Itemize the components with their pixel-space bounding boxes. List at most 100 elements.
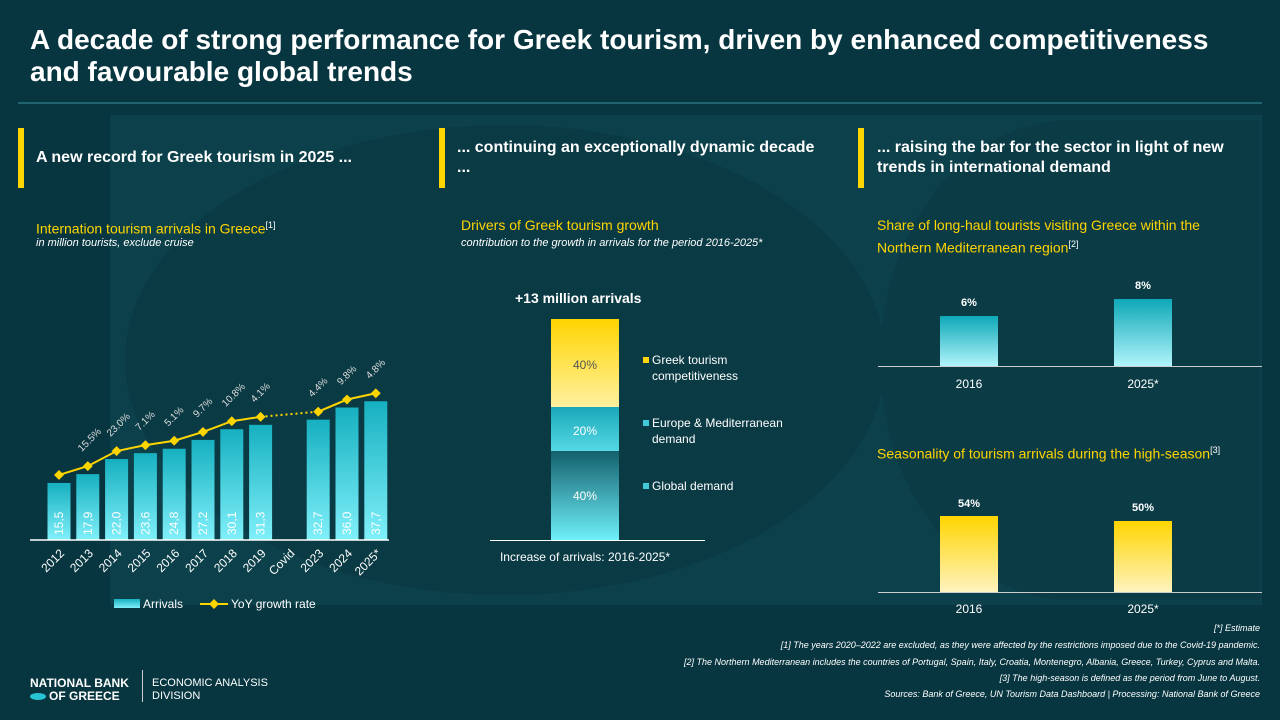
footnote-ref: [2] — [1068, 239, 1079, 249]
arrivals-bar — [47, 482, 71, 540]
growth-point — [226, 416, 237, 427]
segment-competitiveness — [551, 319, 619, 407]
growth-point — [342, 394, 352, 405]
legend-growth: YoY growth rate — [231, 597, 316, 611]
nbg-logo: NATIONAL BANK OF GREECE — [30, 677, 129, 703]
bar-value-label: 36,0 — [340, 511, 354, 535]
legend-growth-marker — [209, 599, 219, 609]
page-title: A decade of strong performance for Greek… — [30, 24, 1209, 87]
x-tick-label: 2016 — [154, 546, 183, 575]
bar-value-label: 23,6 — [138, 511, 152, 535]
growth-point — [313, 406, 324, 417]
division-name: ECONOMIC ANALYSIS DIVISION — [152, 677, 268, 703]
growth-label: 4.1% — [249, 381, 273, 405]
x-tick-label: 2023 — [298, 546, 327, 575]
legend-arrivals: Arrivals — [143, 597, 183, 611]
logo-text: NATIONAL BANK — [30, 676, 129, 690]
bar-value-label: 31,3 — [254, 511, 268, 535]
growth-point — [140, 440, 151, 451]
value-label: 6% — [961, 297, 977, 309]
arrivals-bar — [162, 448, 186, 540]
legend-swatch — [643, 483, 649, 489]
value-label: 8% — [1135, 280, 1151, 292]
arrivals-chart: 15,5 2012 17,9 2013 22,0 2014 23,6 2015 24,8 2016… — [30, 360, 389, 611]
bar-2025 — [1114, 521, 1172, 592]
arrivals-bar — [220, 429, 244, 540]
bar-value-label: 17,9 — [81, 511, 95, 535]
bar-value-label: 24,8 — [167, 511, 181, 535]
middle-chart-title: Drivers of Greek tourism growth — [461, 217, 659, 233]
seasonality-chart-title: Seasonality of tourism arrivals during t… — [877, 445, 1211, 462]
axis-line — [878, 366, 1262, 367]
x-tick-label: 2017 — [182, 546, 211, 575]
left-chart-title: Internation tourism arrivals in Greece — [36, 220, 266, 237]
x-tick: 2016 — [955, 377, 983, 391]
logo-text: OF GREECE — [49, 689, 120, 703]
legend-item: Greek tourism competitiveness — [652, 353, 739, 383]
x-tick-label: 2018 — [211, 546, 240, 575]
value-label: 50% — [1131, 502, 1155, 514]
growth-line — [58, 415, 261, 476]
arrivals-bar — [306, 419, 330, 540]
footnote: [2] The Northern Mediterranean includes … — [684, 657, 1260, 667]
growth-label: 4.4% — [307, 376, 331, 400]
background-shape — [880, 120, 1260, 600]
value-label: 54% — [957, 498, 981, 510]
growth-point — [255, 411, 266, 422]
section-marker — [858, 128, 864, 188]
legend-swatch — [643, 420, 649, 426]
segment-europe — [551, 407, 619, 451]
middle-header: ... continuing an exceptionally dynamic … — [457, 139, 815, 176]
logo-icon — [30, 693, 46, 700]
x-tick-label: 2024 — [326, 546, 355, 575]
x-tick: 2025* — [1127, 377, 1159, 391]
x-tick-label: 2025* — [352, 546, 384, 578]
bar-2016 — [940, 516, 998, 592]
segment-global — [551, 451, 619, 540]
growth-label: 23.0% — [105, 411, 133, 439]
growth-label: 15.5% — [76, 426, 104, 454]
arrivals-bar — [105, 459, 129, 540]
middle-chart-subtitle: contribution to the growth in arrivals f… — [461, 237, 763, 249]
legend-arrivals-swatch — [114, 599, 140, 608]
arrivals-bar — [191, 439, 215, 540]
axis-line — [878, 592, 1262, 593]
segment-label: 20% — [572, 424, 598, 438]
stack-total-label: +13 million arrivals — [515, 290, 642, 306]
footnote: [3] The high-season is defined as the pe… — [999, 673, 1260, 683]
growth-label: 9.8% — [335, 364, 359, 388]
arrivals-bar — [249, 424, 273, 540]
division-text: DIVISION — [152, 690, 201, 702]
right-header: ... raising the bar for the sector in li… — [877, 139, 1224, 176]
section-marker — [439, 128, 445, 188]
footnote-ref: [3] — [1210, 445, 1221, 455]
footnote: [1] The years 2020–2022 are excluded, as… — [780, 640, 1260, 650]
growth-point — [111, 446, 122, 456]
growth-label: 7.1% — [134, 409, 158, 433]
growth-label: 9.7% — [191, 396, 215, 420]
division-text: ECONOMIC ANALYSIS — [152, 677, 268, 689]
growth-point — [169, 435, 180, 446]
legend-item: Europe & Mediterranean demand — [652, 416, 783, 446]
bar-value-label: 27,2 — [196, 511, 210, 535]
bar-value-label: 22,0 — [110, 511, 124, 535]
bar-value-label: 32,7 — [311, 511, 325, 535]
arrivals-bar — [133, 453, 157, 540]
growth-label: 4.8% — [364, 360, 388, 381]
legend-swatch — [643, 357, 649, 363]
x-tick-label: 2014 — [96, 546, 125, 575]
footnote-ref: [1] — [265, 220, 276, 230]
growth-point — [370, 388, 381, 399]
growth-label: 10.8% — [220, 381, 248, 409]
growth-line-gap — [260, 410, 319, 418]
bar-2025 — [1114, 299, 1172, 366]
footnote: Sources: Bank of Greece, UN Tourism Data… — [884, 689, 1260, 699]
x-tick-label: 2013 — [67, 546, 96, 575]
footnote: [*] Estimate — [1213, 623, 1260, 633]
segment-label: 40% — [572, 489, 598, 503]
axis-line — [490, 540, 705, 541]
bar-value-label: 30,1 — [225, 511, 239, 535]
bar-value-label: 37,7 — [369, 511, 383, 535]
bar-value-label: 15,5 — [52, 511, 66, 535]
segment-label: 40% — [572, 358, 598, 372]
